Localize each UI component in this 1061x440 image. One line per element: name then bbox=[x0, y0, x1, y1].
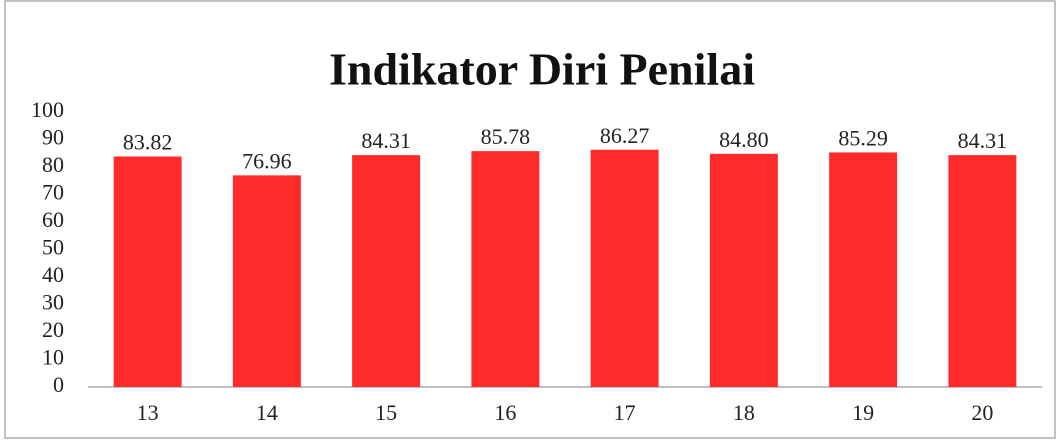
x-tick-label: 18 bbox=[733, 400, 755, 425]
bar bbox=[709, 153, 778, 387]
y-tick-label: 100 bbox=[31, 97, 64, 122]
y-tick-label: 60 bbox=[42, 207, 64, 232]
y-tick-label: 50 bbox=[42, 235, 64, 260]
x-tick-label: 17 bbox=[614, 400, 636, 425]
x-tick-label: 19 bbox=[852, 400, 874, 425]
bar bbox=[113, 156, 182, 387]
y-tick-label: 70 bbox=[42, 180, 64, 205]
data-label: 86.27 bbox=[600, 123, 650, 148]
bar bbox=[471, 151, 540, 387]
data-label: 76.96 bbox=[242, 148, 292, 173]
data-label: 84.31 bbox=[361, 128, 411, 153]
data-label: 83.82 bbox=[123, 130, 173, 155]
bar bbox=[948, 155, 1017, 387]
x-tick-label: 14 bbox=[256, 400, 278, 425]
data-label: 85.78 bbox=[481, 124, 531, 149]
y-tick-label: 80 bbox=[42, 152, 64, 177]
bar bbox=[352, 155, 421, 387]
y-tick-label: 30 bbox=[42, 290, 64, 315]
y-tick-label: 90 bbox=[42, 125, 64, 150]
data-label: 84.80 bbox=[719, 127, 769, 152]
chart-title: Indikator Diri Penilai bbox=[329, 44, 755, 95]
y-tick-label: 0 bbox=[53, 372, 64, 397]
y-tick-label: 10 bbox=[42, 345, 64, 370]
data-label: 85.29 bbox=[838, 125, 888, 150]
y-tick-label: 20 bbox=[42, 317, 64, 342]
x-tick-label: 13 bbox=[137, 400, 159, 425]
bar bbox=[232, 175, 301, 387]
y-tick-label: 40 bbox=[42, 262, 64, 287]
data-label: 84.31 bbox=[958, 128, 1008, 153]
bar bbox=[590, 149, 659, 387]
x-tick-label: 16 bbox=[494, 400, 516, 425]
x-tick-label: 15 bbox=[375, 400, 397, 425]
x-tick-label: 20 bbox=[971, 400, 993, 425]
bar bbox=[829, 152, 898, 387]
